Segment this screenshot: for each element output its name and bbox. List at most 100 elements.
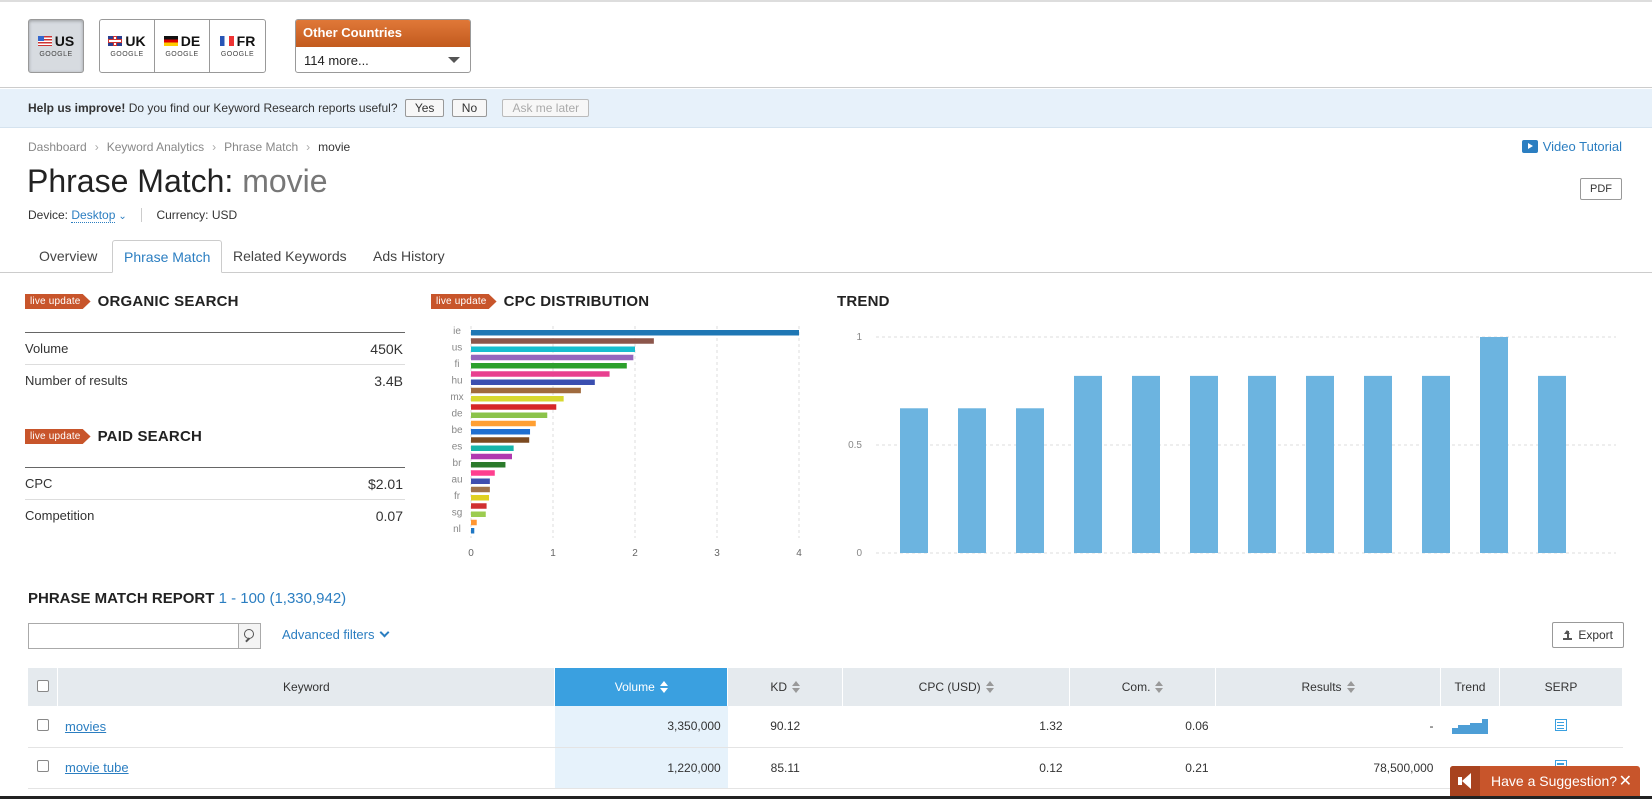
breadcrumb: Dashboard › Keyword Analytics › Phrase Match… (28, 140, 350, 154)
other-countries-dropdown[interactable]: Other Countries 114 more... (295, 19, 471, 73)
cpc-bar (471, 462, 506, 468)
feedback-no-button[interactable]: No (451, 99, 488, 117)
export-button[interactable]: Export (1552, 622, 1624, 648)
y-tick-label: sg (452, 508, 463, 519)
keyword-link[interactable]: movie tube (64, 760, 129, 775)
country-button-fr[interactable]: FR GOOGLE (210, 20, 265, 72)
column-results[interactable]: Results (1215, 668, 1441, 706)
report-title: PHRASE MATCH REPORT (28, 590, 215, 607)
y-tick-label: 0.5 (848, 440, 862, 451)
y-tick-label: mx (450, 392, 463, 403)
column-keyword[interactable]: Keyword (57, 668, 556, 706)
trend-bar (1016, 408, 1044, 553)
feedback-yes-button[interactable]: Yes (404, 99, 445, 117)
suggestion-widget[interactable]: Have a Suggestion? ✕ (1450, 766, 1640, 796)
page-title: Phrase Match: movie (27, 163, 328, 200)
divider (141, 208, 143, 222)
organic-search-heading: live update ORGANIC SEARCH (25, 293, 239, 310)
y-tick-label: 1 (856, 332, 862, 343)
country-button-uk[interactable]: UK GOOGLE (100, 20, 155, 72)
paid-search-heading: live update PAID SEARCH (25, 428, 202, 445)
sort-icon (985, 681, 994, 693)
trend-bar (900, 408, 928, 553)
column-volume[interactable]: Volume (554, 668, 729, 706)
currency-label: Currency: USD (156, 208, 238, 222)
trend-bar (1074, 375, 1102, 553)
device-dropdown[interactable]: Desktop (71, 208, 116, 223)
cpc-bar (471, 404, 557, 410)
metric-label: Competition (25, 508, 95, 523)
table-header: Keyword Volume KD CPC (USD) Com. Results… (28, 668, 1624, 706)
title-prefix: Phrase Match: (27, 163, 234, 199)
trend-bar (1132, 375, 1160, 553)
y-tick-label: es (452, 442, 463, 453)
column-cpc[interactable]: CPC (USD) (842, 668, 1071, 706)
breadcrumb-separator-icon: › (94, 140, 99, 154)
trend-bar (1190, 375, 1218, 553)
breadcrumb-dashboard[interactable]: Dashboard (28, 140, 87, 154)
breadcrumb-phrase-match[interactable]: Phrase Match (224, 140, 299, 154)
row-checkbox[interactable] (36, 760, 49, 772)
column-competition[interactable]: Com. (1069, 668, 1217, 706)
organic-row-volume: Volume 450K (25, 332, 405, 364)
row-checkbox[interactable] (36, 718, 49, 731)
live-update-badge: live update (431, 294, 497, 309)
tab-ads-history[interactable]: Ads History (373, 248, 445, 264)
video-tutorial-label: Video Tutorial (1542, 139, 1622, 154)
cpc-bar (471, 412, 548, 418)
cpc-bar (471, 354, 634, 361)
column-label: Results (1301, 680, 1342, 694)
cpc-bar (471, 503, 487, 509)
trend-bar (1480, 337, 1508, 553)
cpc-bar (471, 338, 654, 344)
y-tick-label: fr (454, 491, 461, 502)
column-kd[interactable]: KD (727, 668, 844, 706)
trend-bar (1306, 375, 1334, 553)
competition-cell: 0.06 (1069, 706, 1216, 748)
organic-search-title: ORGANIC SEARCH (97, 293, 239, 310)
keyword-link[interactable]: movies (64, 718, 107, 734)
feedback-bar: Help us improve! Do you find our Keyword… (0, 89, 1652, 128)
feedback-later-button[interactable]: Ask me later (502, 99, 590, 117)
tab-phrase-match[interactable]: Phrase Match (112, 240, 223, 273)
search-icon[interactable] (238, 624, 260, 648)
tab-related-keywords[interactable]: Related Keywords (233, 248, 347, 264)
serp-icon[interactable] (1554, 718, 1567, 731)
report-filter-input[interactable] (28, 623, 261, 649)
metric-label: Volume (25, 341, 69, 356)
table-row: movie tube 1,220,000 85.11 0.12 0.21 78,… (28, 747, 1623, 789)
x-tick-label: 3 (714, 548, 720, 559)
pdf-button[interactable]: PDF (1580, 178, 1622, 200)
paid-row-competition: Competition 0.07 (25, 499, 405, 531)
breadcrumb-keyword-analytics[interactable]: Keyword Analytics (106, 140, 205, 154)
x-tick-label: 2 (632, 548, 638, 559)
column-label: CPC (USD) (918, 680, 981, 694)
tab-overview[interactable]: Overview (39, 248, 98, 264)
mini-trend-chart (1451, 718, 1488, 734)
y-tick-label: hu (451, 376, 462, 387)
cpc-bar (471, 420, 536, 427)
export-label: Export (1578, 628, 1613, 642)
country-button-de[interactable]: DE GOOGLE (155, 20, 210, 72)
y-tick-label: de (451, 409, 463, 420)
y-tick-label: nl (453, 524, 461, 535)
y-tick-label: us (452, 343, 463, 354)
row-select-cell (28, 706, 58, 748)
keyword-cell: movie tube (57, 747, 555, 789)
close-icon[interactable]: ✕ (1618, 773, 1632, 790)
device-currency-bar: Device: Desktop ⌄ Currency: USD (28, 208, 238, 223)
report-count[interactable]: 1 - 100 (1,330,942) (218, 590, 347, 607)
cpc-bar (471, 453, 512, 460)
column-label: SERP (1544, 680, 1578, 694)
cpc-bar (471, 445, 514, 451)
advanced-filters-toggle[interactable]: Advanced filters (282, 627, 389, 642)
chevron-down-icon (379, 627, 389, 638)
trend-heading: TREND (837, 293, 890, 310)
select-all-checkbox[interactable] (36, 679, 49, 692)
cpc-distribution-heading: live update CPC DISTRIBUTION (431, 293, 649, 310)
other-countries-label: Other Countries (296, 20, 470, 47)
video-tutorial-link[interactable]: Video Tutorial (1521, 139, 1622, 154)
country-button-us[interactable]: US GOOGLE (28, 19, 84, 73)
volume-cell: 3,350,000 (554, 706, 728, 748)
breadcrumb-current: movie (318, 140, 351, 154)
